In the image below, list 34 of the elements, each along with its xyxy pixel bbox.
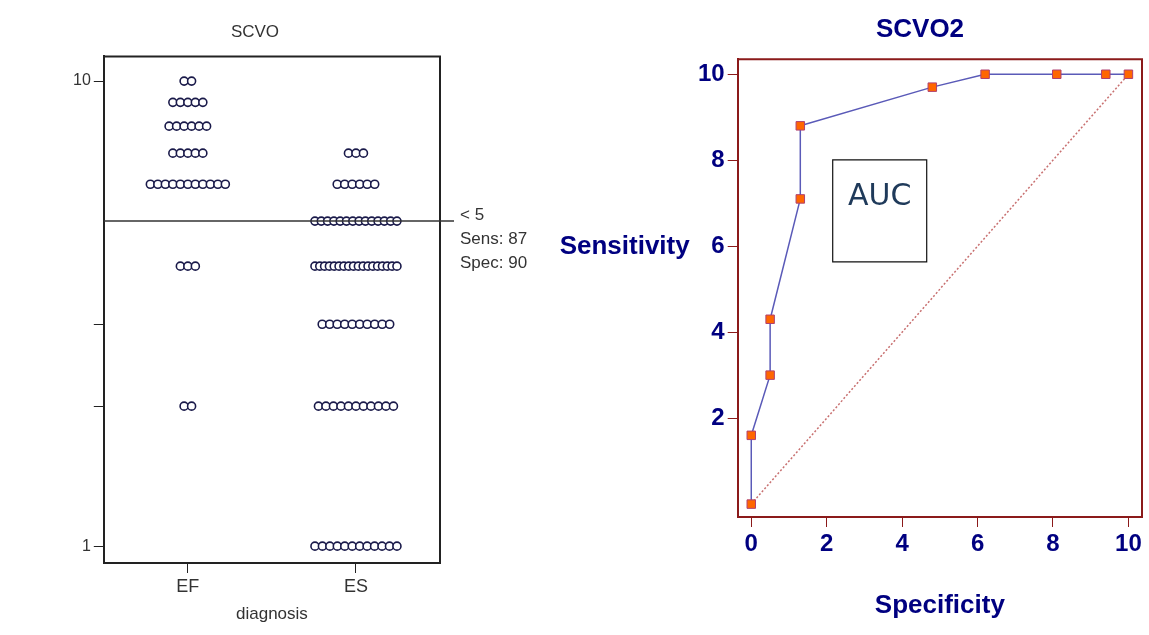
point xyxy=(746,499,757,509)
y-tick-label: 4 xyxy=(711,316,726,344)
ref-line-label: < 5 xyxy=(460,204,485,224)
point xyxy=(980,69,990,79)
y-tick-label: 2 xyxy=(711,402,725,430)
text: Spec: 90 xyxy=(460,252,528,272)
x-axis-title: diagnosis xyxy=(235,604,308,624)
x-axis-title: Specificity xyxy=(874,588,1006,619)
text: Sens: 87 xyxy=(460,228,528,248)
point xyxy=(795,121,806,131)
x-tick-label: 0 xyxy=(744,529,758,557)
point xyxy=(1123,69,1134,79)
y-axis-title: Sensitivity xyxy=(559,230,691,261)
x-tick-label: EF xyxy=(176,575,200,596)
point xyxy=(795,194,806,204)
y-tick-label: 1 xyxy=(81,536,91,554)
annotation: AUC xyxy=(847,176,912,212)
point xyxy=(1052,69,1062,79)
x-tick-label: 10 xyxy=(1115,529,1142,557)
y-tick-label: 6 xyxy=(711,230,725,258)
y-tick-label: 10 xyxy=(697,58,725,86)
point xyxy=(765,370,775,380)
point xyxy=(746,430,757,441)
point xyxy=(927,82,938,92)
point xyxy=(1101,69,1111,79)
point xyxy=(765,314,775,325)
chart-title: SCVO2 xyxy=(875,12,965,43)
x-tick-label: 2 xyxy=(820,529,834,557)
x-tick-label: 8 xyxy=(1046,529,1060,557)
chart-title: SCVO xyxy=(230,21,280,41)
x-tick-label: ES xyxy=(343,575,368,596)
x-tick-label: 4 xyxy=(895,529,910,557)
x-tick-label: 6 xyxy=(970,529,985,557)
y-tick-label: 8 xyxy=(711,144,725,172)
